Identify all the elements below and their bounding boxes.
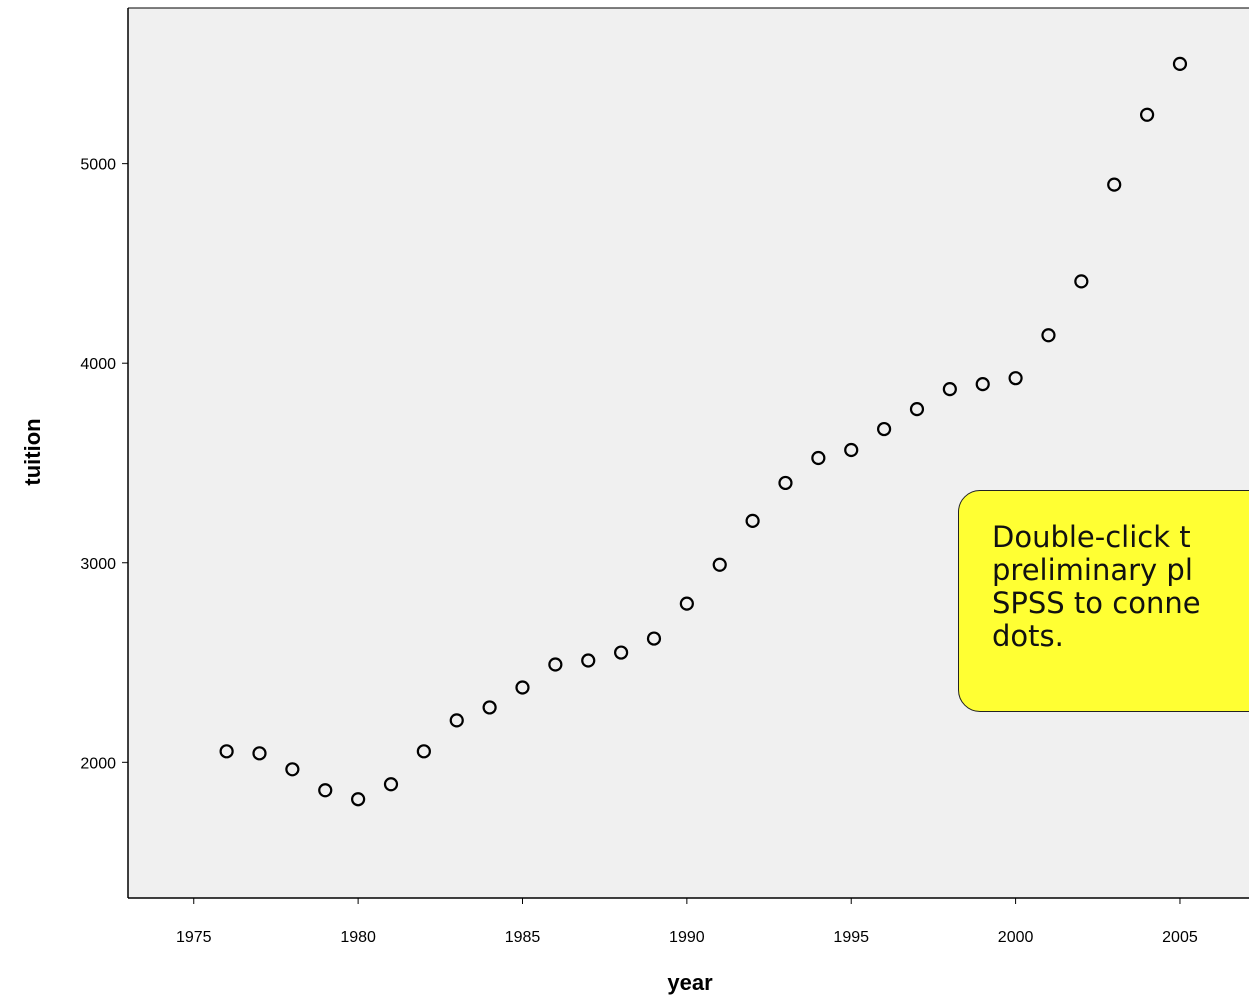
data-point — [975, 377, 990, 392]
data-point — [778, 475, 793, 491]
x-tick-label: 1980 — [340, 929, 376, 946]
x-tick-label: 2005 — [1162, 929, 1198, 946]
x-tick-label: 1985 — [505, 929, 541, 946]
data-point — [942, 382, 957, 397]
y-axis-title: tuition — [20, 418, 45, 485]
data-point — [482, 700, 497, 715]
data-point — [745, 513, 760, 528]
data-point — [416, 744, 431, 759]
data-point — [219, 744, 234, 759]
callout-line: SPSS to conne — [992, 586, 1201, 620]
x-tick-label: 1975 — [176, 929, 212, 946]
data-point — [252, 746, 267, 761]
callout-line: preliminary pl — [992, 553, 1193, 587]
x-tick-label: 1990 — [669, 929, 705, 946]
points-layer — [219, 56, 1188, 807]
data-point — [679, 596, 694, 611]
data-point — [614, 645, 629, 660]
data-point — [383, 777, 399, 792]
annotation-callout: Double-click t preliminary pl SPSS to co… — [958, 490, 1249, 712]
data-point — [1172, 56, 1188, 71]
data-point — [351, 792, 366, 807]
y-tick-label: 4000 — [80, 356, 116, 373]
y-tick-label: 2000 — [80, 755, 116, 772]
data-point — [548, 657, 563, 672]
y-tick-label: 5000 — [80, 157, 116, 174]
data-point — [285, 762, 300, 777]
y-axis-ticks: 2000 3000 4000 5000 — [80, 157, 128, 772]
x-tick-label: 1995 — [833, 929, 869, 946]
data-point — [1139, 107, 1155, 122]
data-point — [581, 653, 596, 668]
data-point — [449, 713, 464, 728]
y-tick-label: 3000 — [80, 556, 116, 573]
data-point — [844, 442, 859, 458]
callout-line: dots. — [992, 619, 1064, 653]
data-point — [1074, 274, 1089, 289]
data-point — [515, 680, 530, 695]
x-axis-ticks: 1975 1980 1985 1990 1995 2000 2005 — [176, 898, 1198, 946]
data-point — [909, 401, 925, 417]
data-point — [1008, 371, 1023, 386]
x-tick-label: 2000 — [998, 929, 1034, 946]
data-point — [318, 783, 333, 798]
data-point — [646, 631, 662, 646]
data-point — [1041, 328, 1056, 343]
x-axis-title: year — [667, 970, 713, 995]
plot-area — [128, 8, 1249, 898]
data-point — [876, 421, 892, 437]
data-point — [1107, 177, 1122, 192]
data-point — [712, 557, 727, 572]
callout-line: Double-click t — [992, 520, 1191, 554]
data-point — [811, 450, 826, 466]
